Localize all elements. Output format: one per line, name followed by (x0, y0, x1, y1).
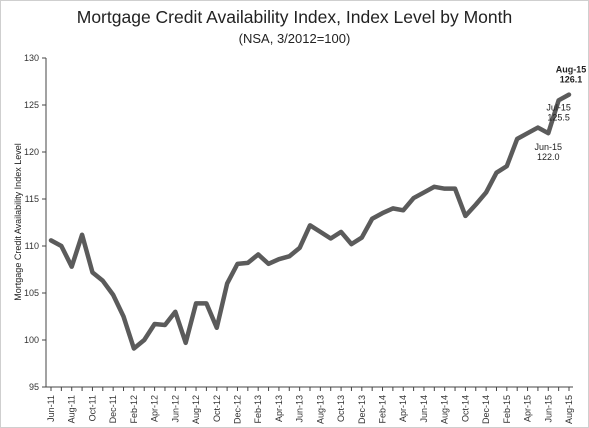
series-line (48, 92, 572, 351)
x-tick-label: Aug-13 (315, 395, 325, 424)
y-tick-label: 125 (24, 100, 39, 110)
y-tick-label: 105 (24, 288, 39, 298)
y-tick-label: 120 (24, 147, 39, 157)
chart-title: Mortgage Credit Availability Index, Inde… (76, 7, 513, 27)
x-tick-label: Oct-14 (460, 395, 470, 422)
y-tick-label: 100 (24, 335, 39, 345)
x-tick-label: Jun-14 (419, 395, 429, 423)
annotation-date: Aug-15 (556, 65, 587, 75)
annotation-value: 125.5 (547, 112, 570, 122)
y-axis-ticks: 95 100 105 110 115 120 125 130 (24, 53, 46, 392)
annotation-value: 126.1 (560, 75, 583, 85)
series-group (48, 92, 572, 351)
x-tick-label: Apr-14 (398, 395, 408, 422)
x-tick-label: Aug-12 (191, 395, 201, 424)
x-tick-label: Dec-14 (481, 395, 491, 424)
x-tick-label: Dec-12 (232, 395, 242, 424)
annotation-date: Jul-15 (546, 102, 571, 112)
x-tick-label: Jun-11 (46, 395, 56, 422)
y-tick-label: 115 (25, 194, 39, 204)
x-tick-label: Dec-13 (357, 395, 367, 424)
x-tick-label: Jun-15 (543, 395, 553, 423)
x-tick-label: Aug-11 (67, 395, 77, 423)
x-tick-label: Feb-12 (129, 395, 139, 424)
x-tick-label: Feb-15 (502, 395, 512, 424)
x-tick-label: Feb-14 (378, 395, 388, 424)
annotation-date: Jun-15 (535, 142, 563, 152)
chart-subtitle: (NSA, 3/2012=100) (238, 31, 351, 46)
x-axis-ticks: Jun-11 Aug-11 Oct-11 Dec-11 Feb-12 Apr-12 Jun-… (46, 387, 574, 424)
x-tick-label: Oct-13 (336, 395, 346, 422)
y-tick-label: 110 (25, 241, 39, 251)
annotation-value: 122.0 (537, 152, 560, 162)
y-axis-label: Mortgage Credit Availability Index Level (13, 143, 23, 300)
x-tick-label: Jun-12 (170, 395, 180, 423)
x-tick-label: Dec-11 (108, 395, 118, 423)
y-tick-label: 95 (29, 382, 39, 392)
x-tick-label: Aug-15 (564, 395, 574, 424)
x-tick-label: Feb-13 (253, 395, 263, 424)
x-tick-label: Jun-13 (295, 395, 305, 423)
x-tick-label: Apr-15 (523, 395, 533, 422)
axes (45, 58, 573, 388)
y-tick-label: 130 (24, 53, 39, 63)
x-tick-label: Apr-13 (274, 395, 284, 422)
x-tick-label: Oct-11 (87, 395, 97, 421)
x-tick-label: Apr-12 (150, 395, 160, 422)
x-tick-label: Oct-12 (212, 395, 222, 422)
x-tick-label: Aug-14 (440, 395, 450, 424)
